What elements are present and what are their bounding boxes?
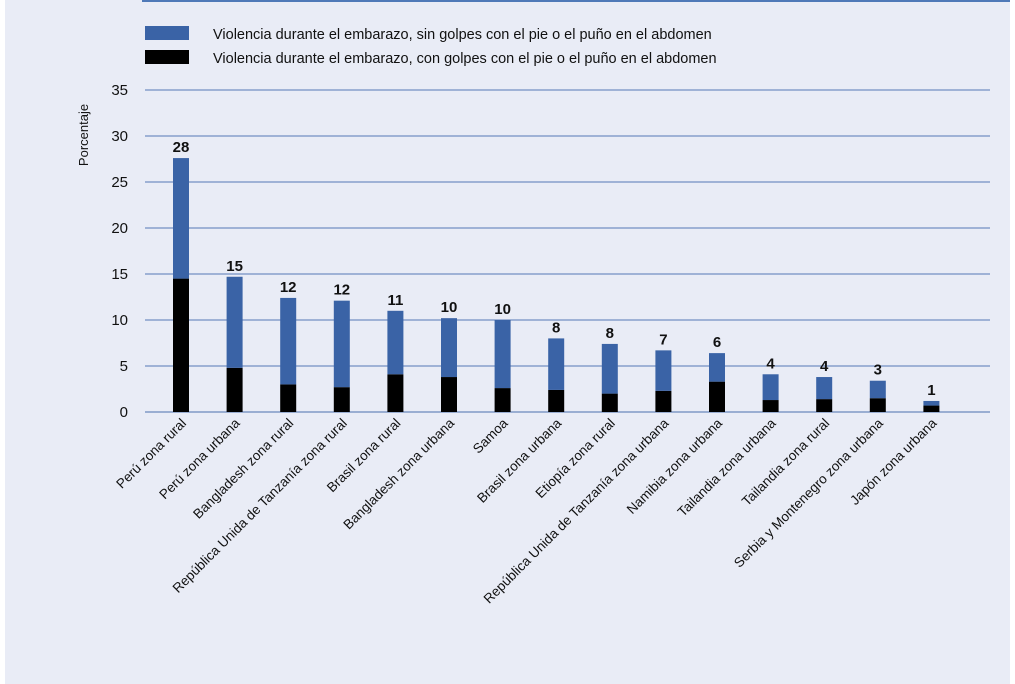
bar-segment-sin-golpes	[226, 276, 243, 368]
y-axis-label: Porcentaje	[76, 104, 91, 166]
y-axis-ticks: 0 5 10 15 20 25 30 35	[111, 82, 128, 421]
legend-swatch-con-golpes	[145, 50, 189, 64]
y-tick-label: 20	[111, 220, 128, 237]
legend-swatch-sin-golpes	[145, 26, 189, 40]
bar-segment-sin-golpes	[441, 318, 457, 378]
bar-segment-sin-golpes	[601, 343, 618, 394]
bar-total-label: 8	[552, 319, 560, 336]
bar-total-label: 6	[713, 334, 721, 351]
bar-total-label: 12	[280, 279, 297, 296]
y-tick-label: 15	[111, 266, 128, 283]
bar-segment-sin-golpes	[173, 158, 189, 279]
bar-segment-con-golpes	[762, 400, 779, 412]
top-rule	[142, 0, 1010, 2]
bar-segment-con-golpes	[601, 393, 618, 412]
bar-total-label: 10	[494, 301, 511, 318]
bar-totals: 28 15 12 12 11 10 10 8 8 7 6 4 4 3 1	[173, 139, 936, 399]
bar-segment-sin-golpes	[709, 353, 725, 382]
bar-total-label: 8	[606, 325, 614, 342]
bar-segment-con-golpes	[494, 388, 511, 412]
bar-segment-sin-golpes	[816, 377, 833, 400]
x-category-label: Namibia zona urbana	[624, 415, 726, 517]
bar-segment-sin-golpes	[869, 380, 886, 399]
bar-total-label: 3	[874, 362, 882, 379]
legend: Violencia durante el embarazo, sin golpe…	[145, 26, 717, 67]
x-category-label: Samoa	[470, 415, 511, 456]
bars	[173, 158, 940, 412]
bar-segment-sin-golpes	[655, 350, 672, 391]
bar-segment-con-golpes	[280, 384, 297, 412]
bar-segment-con-golpes	[441, 377, 457, 412]
bar-total-label: 28	[173, 139, 190, 156]
bar-total-label: 11	[387, 292, 403, 309]
bar-segment-sin-golpes	[762, 374, 779, 401]
bar-segment-con-golpes	[387, 374, 404, 412]
bar-segment-sin-golpes	[494, 320, 511, 389]
bar-total-label: 15	[226, 258, 243, 275]
y-tick-label: 25	[111, 174, 128, 191]
bar-segment-sin-golpes	[548, 338, 565, 390]
bar-segment-sin-golpes	[333, 300, 350, 388]
bar-segment-con-golpes	[655, 390, 672, 412]
x-category-label: Bangladesh zona rural	[190, 416, 296, 522]
bar-segment-sin-golpes	[923, 400, 940, 406]
bar-segment-con-golpes	[816, 399, 833, 412]
bar-total-label: 4	[766, 355, 775, 372]
bar-segment-con-golpes	[709, 381, 725, 412]
bar-total-label: 7	[659, 331, 667, 348]
legend-label-sin-golpes: Violencia durante el embarazo, sin golpe…	[213, 27, 712, 43]
y-tick-label: 35	[111, 82, 128, 99]
x-category-label: República Unida de Tanzanía zona urbana	[481, 415, 672, 606]
y-tick-label: 5	[120, 358, 128, 375]
bar-segment-con-golpes	[173, 278, 189, 412]
bar-segment-con-golpes	[548, 389, 565, 412]
bar-segment-sin-golpes	[387, 310, 404, 375]
bar-total-label: 4	[820, 358, 829, 375]
bar-segment-con-golpes	[923, 405, 940, 412]
gridlines	[145, 89, 990, 413]
y-tick-label: 10	[111, 312, 128, 329]
bar-total-label: 12	[333, 282, 350, 299]
x-category-label: Bangladesh zona urbana	[340, 415, 457, 532]
bar-segment-con-golpes	[869, 398, 886, 412]
bar-segment-con-golpes	[226, 367, 243, 412]
bar-total-label: 1	[927, 382, 935, 399]
y-tick-label: 30	[111, 128, 128, 145]
bar-total-label: 10	[441, 299, 458, 316]
bar-segment-sin-golpes	[280, 297, 297, 385]
x-category-label: Tailandia zona urbana	[675, 415, 779, 519]
y-tick-label: 0	[120, 404, 128, 421]
legend-label-con-golpes: Violencia durante el embarazo, con golpe…	[213, 51, 717, 67]
bar-segment-con-golpes	[333, 387, 350, 412]
